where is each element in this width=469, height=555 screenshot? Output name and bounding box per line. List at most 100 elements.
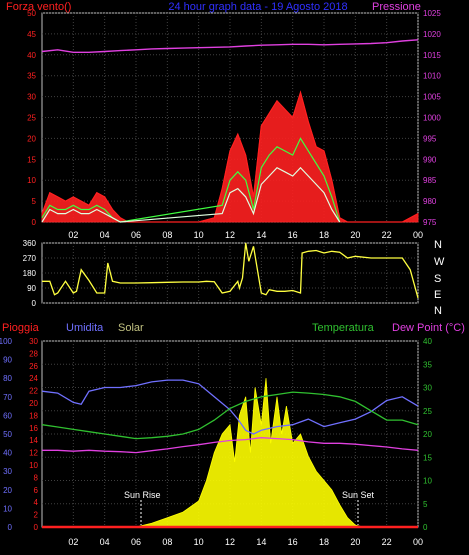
pressure-y-tick-label: 1015 — [423, 51, 441, 60]
pressure-y-tick-label: 1010 — [423, 72, 441, 81]
wind-y-tick-label: 20 — [27, 134, 36, 143]
temperature-y-tick-label: 5 — [423, 500, 428, 509]
rain-y-tick-label: 24 — [29, 374, 38, 383]
direction-y-tick-label: 180 — [23, 269, 37, 278]
direction-y-tick-label: 360 — [23, 239, 37, 248]
temperature-y-tick-label: 40 — [423, 337, 432, 346]
compass-label-n-bottom: N — [434, 305, 442, 317]
climate-x-tick-label: 10 — [194, 537, 204, 547]
climate-x-tick-label: 12 — [225, 537, 235, 547]
humidity-y-tick-label: 100 — [0, 337, 13, 346]
humidity-y-tick-label: 20 — [3, 486, 12, 495]
wind-x-tick-label: 16 — [288, 230, 298, 240]
wind-x-tick-label: 12 — [225, 230, 235, 240]
rain-y-tick-label: 4 — [34, 498, 39, 507]
humidity-y-tick-label: 80 — [3, 374, 12, 383]
rain-y-tick-label: 14 — [29, 436, 38, 445]
temperature-line — [41, 391, 419, 440]
wind-x-tick-label: 20 — [350, 230, 360, 240]
rain-y-tick-label: 10 — [29, 461, 38, 470]
rain-y-tick-label: 30 — [29, 337, 38, 346]
pressure-y-tick-label: 1020 — [423, 30, 441, 39]
rain-y-tick-label: 28 — [29, 349, 38, 358]
compass-label-e: E — [434, 289, 441, 301]
wind-y-tick-label: 40 — [27, 51, 36, 60]
wind-y-tick-label: 10 — [27, 176, 36, 185]
pressure-y-tick-label: 985 — [423, 176, 437, 185]
rain-y-tick-label: 22 — [29, 387, 38, 396]
gust-line — [41, 137, 341, 223]
dewpoint-legend-label: Dew Point (°C) — [392, 322, 465, 334]
pressure-y-tick-label: 975 — [423, 218, 437, 227]
temperature-y-tick-label: 15 — [423, 453, 432, 462]
rain-y-tick-label: 12 — [29, 449, 38, 458]
sun-rise-label: Sun Rise — [124, 490, 161, 500]
humidity-legend-label: Umidita — [66, 322, 104, 334]
wind-speed-line-area — [41, 90, 419, 223]
wind-y-tick-label: 35 — [27, 72, 36, 81]
compass-label-s: S — [434, 273, 441, 285]
humidity-y-tick-label: 10 — [3, 504, 12, 513]
temperature-y-tick-label: 0 — [423, 523, 428, 532]
pressure-y-tick-label: 990 — [423, 155, 437, 164]
wind-x-tick-label: 22 — [382, 230, 392, 240]
rain-legend-label: Pioggia — [2, 322, 40, 334]
climate-x-tick-label: 18 — [319, 537, 329, 547]
wind-x-tick-label: 06 — [131, 230, 141, 240]
pressure-y-tick-label: 1000 — [423, 114, 441, 123]
rain-y-tick-label: 18 — [29, 411, 38, 420]
humidity-line — [41, 379, 419, 435]
humidity-y-tick-label: 30 — [3, 467, 12, 476]
rain-y-tick-label: 8 — [34, 473, 39, 482]
rain-y-tick-label: 20 — [29, 399, 38, 408]
temperature-legend-label: Temperatura — [312, 322, 375, 334]
wind-x-tick-label: 18 — [319, 230, 329, 240]
climate-x-tick-label: 22 — [382, 537, 392, 547]
humidity-y-tick-label: 60 — [3, 411, 12, 420]
wind-x-tick-label: 08 — [162, 230, 172, 240]
compass-label-n-top: N — [434, 239, 442, 251]
solar-area — [42, 378, 418, 528]
humidity-y-tick-label: 50 — [3, 430, 12, 439]
humidity-y-tick-label: 90 — [3, 356, 12, 365]
pressure-y-tick-label: 1025 — [423, 9, 441, 18]
rain-y-tick-label: 16 — [29, 424, 38, 433]
wind-x-tick-label: 02 — [68, 230, 78, 240]
solar-legend-label: Solar — [118, 322, 144, 334]
temperature-y-tick-label: 30 — [423, 384, 432, 393]
wind-direction-line — [42, 242, 419, 299]
climate-x-tick-label: 16 — [288, 537, 298, 547]
wind-x-tick-label: 00 — [413, 230, 423, 240]
pressure-y-tick-label: 980 — [423, 197, 437, 206]
wind-y-tick-label: 25 — [27, 114, 36, 123]
wind-y-tick-label: 15 — [27, 155, 36, 164]
pressure-panel-title: Pressione — [372, 1, 421, 13]
pressure-y-tick-label: 1005 — [423, 93, 441, 102]
wind-y-tick-label: 45 — [27, 30, 36, 39]
wind-average-line — [41, 166, 341, 223]
wind-x-tick-label: 10 — [194, 230, 204, 240]
wind-panel-title: Forza vento() — [6, 1, 71, 13]
climate-x-tick-label: 04 — [100, 537, 110, 547]
temperature-y-tick-label: 10 — [423, 477, 432, 486]
humidity-y-tick-label: 70 — [3, 393, 12, 402]
wind-y-tick-label: 50 — [27, 9, 36, 18]
pressure-line — [41, 39, 419, 53]
humidity-y-tick-label: 40 — [3, 449, 12, 458]
wind-x-tick-label: 04 — [100, 230, 110, 240]
temperature-y-tick-label: 35 — [423, 360, 432, 369]
dewpoint-line — [42, 437, 419, 454]
compass-label-w: W — [434, 256, 445, 268]
chart-main-title: 24 hour graph data - 19 Agosto 2018 — [168, 1, 347, 13]
climate-x-tick-label: 02 — [68, 537, 78, 547]
sun-set-label: Sun Set — [342, 490, 375, 500]
rain-y-tick-label: 0 — [34, 523, 39, 532]
wind-y-tick-label: 0 — [32, 218, 37, 227]
rain-y-tick-label: 26 — [29, 362, 38, 371]
rain-y-tick-label: 6 — [34, 486, 39, 495]
climate-x-tick-label: 14 — [256, 537, 266, 547]
temperature-y-tick-label: 20 — [423, 430, 432, 439]
pressure-y-tick-label: 995 — [423, 134, 437, 143]
direction-y-tick-label: 90 — [27, 284, 36, 293]
